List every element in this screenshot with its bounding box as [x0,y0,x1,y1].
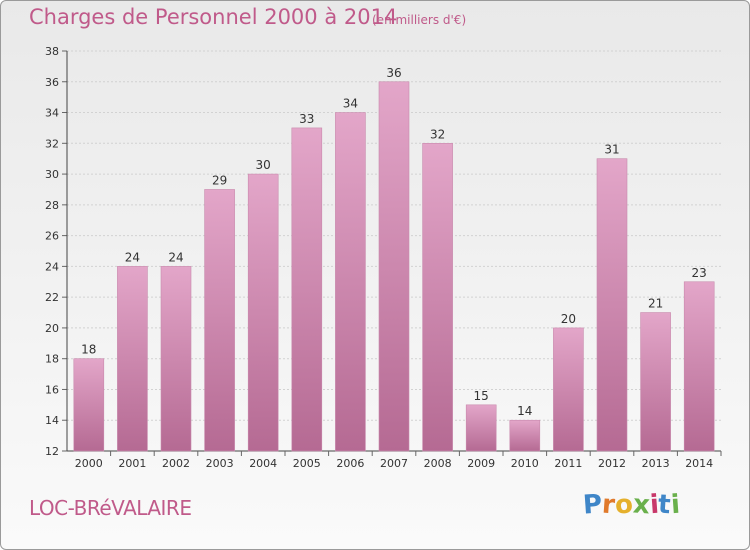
y-tick-label: 38 [45,45,59,58]
x-tick-label: 2007 [380,457,408,470]
x-tick-label: 2012 [598,457,626,470]
bar-2011[interactable] [553,327,584,452]
bar-2012[interactable] [596,158,628,452]
y-tick-label: 22 [45,291,59,304]
bar-2001[interactable] [117,266,148,452]
y-tick-label: 16 [45,383,59,396]
data-label-2002: 24 [168,250,183,264]
x-tick-label: 2004 [249,457,277,470]
data-label-2007: 36 [386,66,401,80]
proxiti-logo[interactable]: Proxiti [581,489,681,521]
data-label-2003: 29 [212,173,227,187]
x-tick-label: 2009 [467,457,495,470]
data-label-2000: 18 [81,343,96,357]
x-tick-label: 2014 [685,457,713,470]
x-tick-label: 2013 [642,457,670,470]
x-tick-label: 2011 [554,457,582,470]
data-label-2001: 24 [125,250,140,264]
y-tick-label: 20 [45,322,59,335]
x-tick-label: 2003 [206,457,234,470]
data-label-2004: 30 [256,158,271,172]
y-tick-label: 34 [45,107,59,120]
x-tick-label: 2010 [511,457,539,470]
logo-letter: o [613,489,634,521]
bar-2013[interactable] [640,312,671,452]
y-tick-label: 12 [45,445,59,458]
x-tick-label: 2008 [424,457,452,470]
logo-letter: i [669,489,681,521]
data-label-2008: 32 [430,127,445,141]
y-axis: 12 14 16 18 20 22 24 26 28 30 32 34 36 38 [45,45,68,458]
bar-2009[interactable] [465,404,497,452]
data-label-2013: 21 [648,297,663,311]
y-tick-label: 24 [45,260,59,273]
y-tick-label: 26 [45,230,59,243]
y-tick-label: 28 [45,199,59,212]
bar-2005[interactable] [291,127,323,452]
x-tick-label: 2005 [293,457,321,470]
y-tick-label: 32 [45,137,59,150]
bar-2010[interactable] [509,419,541,452]
y-tick-label: 36 [45,76,59,89]
data-label-2012: 31 [604,143,619,157]
x-tick-label: 2006 [336,457,364,470]
bar-2014[interactable] [683,281,715,452]
bar-2007[interactable] [378,81,410,452]
y-tick-label: 30 [45,168,59,181]
x-tick-label: 2002 [162,457,190,470]
data-label-2014: 23 [692,266,707,280]
data-label-2006: 34 [343,97,358,111]
data-label-2010: 14 [517,404,532,418]
data-label-2009: 15 [474,389,489,403]
bar-2000[interactable] [73,358,105,452]
data-labels: 18 24 24 29 30 33 34 36 32 15 14 20 31 21 23 [81,66,707,418]
commune-name: LOC-BRéVALAIRE [29,496,192,520]
bar-2002[interactable] [160,266,192,452]
bar-2006[interactable] [335,112,366,452]
bar-2003[interactable] [204,189,235,452]
bar-2004[interactable] [247,173,279,452]
y-tick-label: 14 [45,414,59,427]
bar-2008[interactable] [422,143,453,452]
chart-subtitle: (en milliers d'€) [372,13,467,27]
data-label-2011: 20 [561,312,576,326]
x-tick-label: 2001 [118,457,146,470]
logo-letter: x [631,489,651,521]
logo-letter: P [581,489,604,521]
data-label-2005: 33 [299,112,314,126]
y-tick-label: 18 [45,353,59,366]
chart-title: Charges de Personnel 2000 à 2014 [29,5,398,29]
bars [73,81,715,452]
x-axis: 2000 2001 2002 2003 2004 2005 2006 2007 2008 2009… [67,450,722,470]
x-tick-label: 2000 [75,457,103,470]
